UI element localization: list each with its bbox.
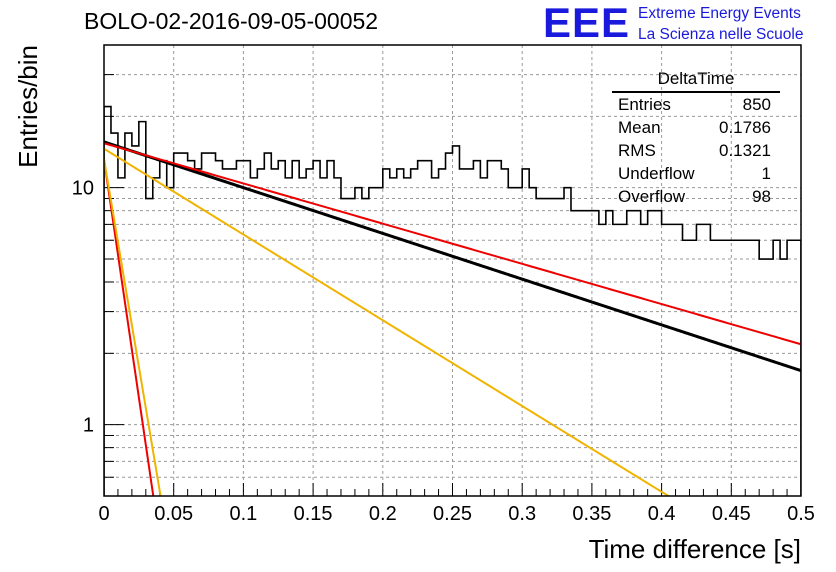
stats-value: 98 <box>752 187 771 206</box>
logo-letters: EEE <box>543 0 631 46</box>
stats-label: Entries <box>618 95 671 114</box>
x-tick-label: 0 <box>98 503 109 525</box>
y-axis-label: Entries/bin <box>13 45 43 168</box>
x-tick-label: 0.1 <box>229 503 257 525</box>
x-tick-label: 0.35 <box>572 503 611 525</box>
x-tick-label: 0.15 <box>294 503 333 525</box>
stats-label: Overflow <box>618 187 686 206</box>
stats-value: 0.1321 <box>719 141 771 160</box>
logo-line-1: Extreme Energy Events <box>638 5 801 22</box>
stats-row: Overflow 98 <box>612 185 780 208</box>
stats-row: Entries 850 <box>612 93 780 116</box>
x-axis-label: Time difference [s] <box>589 534 801 564</box>
x-tick-label: 0.2 <box>369 503 397 525</box>
stats-label: Underflow <box>618 164 695 183</box>
x-tick-label: 0.05 <box>154 503 193 525</box>
stats-value: 850 <box>742 95 771 114</box>
stats-value: 0.1786 <box>719 118 771 137</box>
plot-frame <box>103 44 802 497</box>
stats-label: Mean <box>618 118 661 137</box>
x-tick-label: 0.4 <box>648 503 676 525</box>
histogram-line <box>104 105 801 496</box>
stats-row: Underflow 1 <box>612 162 780 185</box>
stats-label: RMS <box>618 141 656 160</box>
stats-row: Mean 0.1786 <box>612 116 780 139</box>
fit-curve-slow <box>104 142 801 346</box>
fit-curve-slow_alt <box>104 147 671 496</box>
x-tick-label: 0.25 <box>433 503 472 525</box>
stats-value: 1 <box>761 164 771 183</box>
x-tick-label: 0.5 <box>787 503 815 525</box>
logo-line-2: La Scienza nelle Scuole <box>638 26 804 43</box>
x-tick-label: 0.3 <box>508 503 536 525</box>
fit-curve-total <box>104 140 801 373</box>
y-tick-label: 1 <box>83 415 94 437</box>
stats-box: DeltaTime Entries 850 Mean 0.1786 RMS 0.… <box>612 68 780 208</box>
stats-title: DeltaTime <box>612 68 780 93</box>
chart-title: BOLO-02-2016-09-05-00052 <box>84 8 379 34</box>
y-tick-label: 10 <box>72 178 94 200</box>
x-tick-label: 0.45 <box>712 503 751 525</box>
stats-row: RMS 0.1321 <box>612 139 780 162</box>
